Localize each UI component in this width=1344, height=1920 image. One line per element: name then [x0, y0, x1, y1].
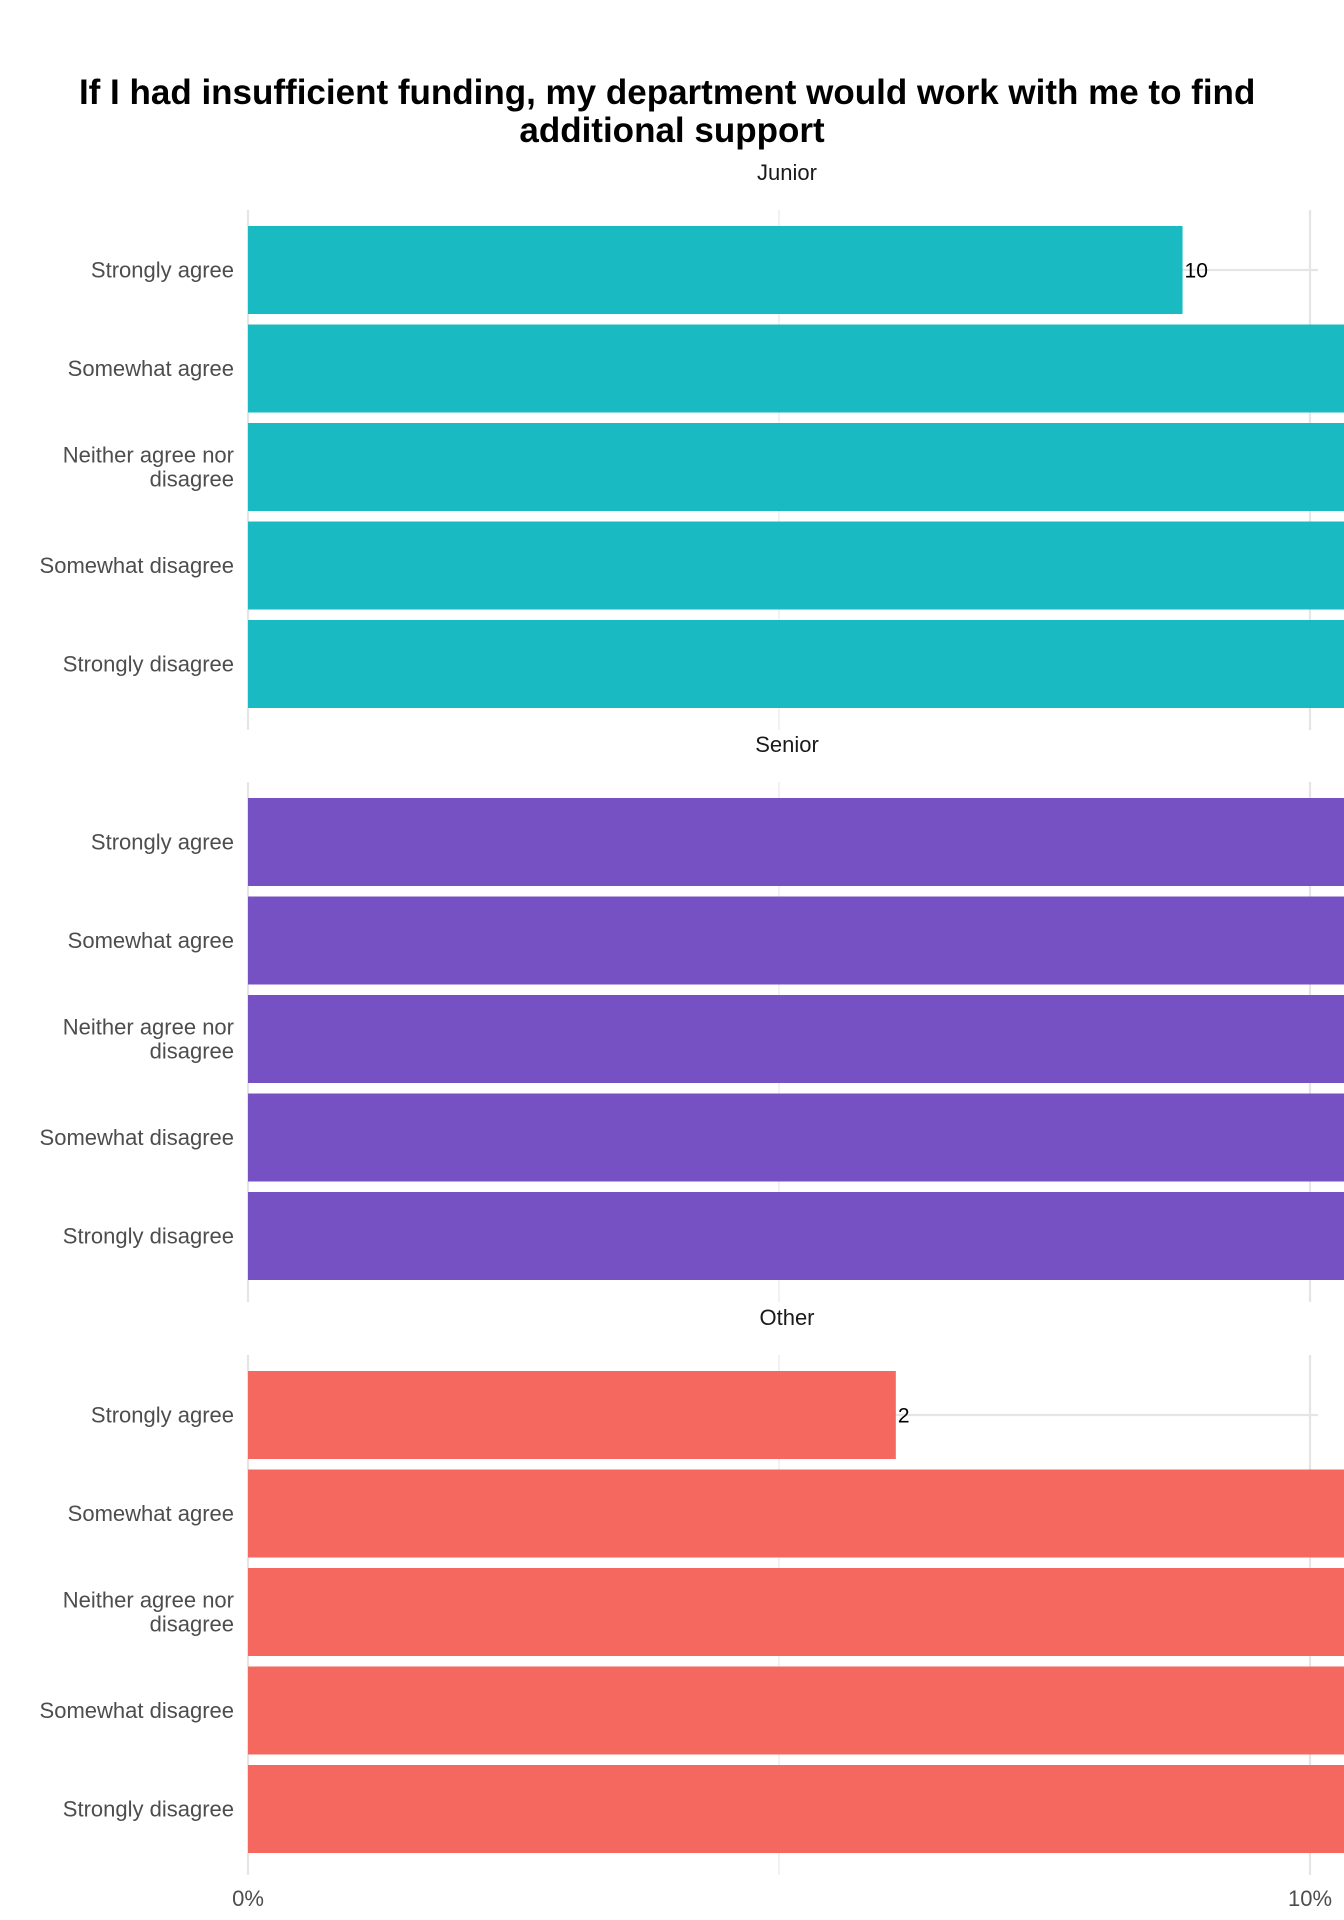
panel-label-junior: Junior — [757, 160, 817, 185]
panel-label-senior: Senior — [755, 732, 819, 757]
category-label: Strongly disagree — [63, 652, 234, 677]
bar-value-label: 2 — [898, 1405, 910, 1428]
x-axis: 0%10%20%30% — [232, 1886, 1332, 1911]
chart-title-line-1: If I had insufficient funding, my depart… — [79, 73, 1255, 112]
x-tick-label: 0% — [232, 1886, 264, 1911]
category-label: Strongly agree — [91, 830, 234, 855]
bar — [248, 995, 1344, 1083]
category-label: Somewhat disagree — [40, 553, 234, 578]
bar — [248, 521, 1344, 610]
bar — [248, 896, 1344, 985]
panel-senior: Senior10Strongly agree24Somewhat agree23… — [40, 732, 1344, 1302]
bar — [248, 1765, 1344, 1853]
bar — [248, 1371, 896, 1459]
bar — [248, 1666, 1344, 1755]
category-label: Neither agree nor disagree — [63, 443, 234, 492]
category-label: Neither agree nor disagree — [63, 1588, 234, 1637]
panel-label-other: Other — [759, 1305, 814, 1330]
category-label: Neither agree nor disagree — [63, 1015, 234, 1064]
category-label: Somewhat disagree — [40, 1698, 234, 1723]
category-label: Strongly disagree — [63, 1797, 234, 1822]
chart-title-line-2: additional support — [519, 111, 825, 150]
category-label: Somewhat agree — [68, 1501, 234, 1526]
category-label: Somewhat agree — [68, 356, 234, 381]
bar — [248, 798, 1344, 886]
x-tick-label: 10% — [1288, 1886, 1332, 1911]
category-label: Somewhat agree — [68, 928, 234, 953]
bar — [248, 620, 1344, 708]
category-label: Strongly disagree — [63, 1224, 234, 1249]
bar — [248, 1192, 1344, 1280]
chart-title: If I had insufficient funding, my depart… — [79, 73, 1265, 150]
bar — [248, 1469, 1344, 1558]
bar — [248, 324, 1344, 413]
bar — [248, 226, 1183, 314]
category-label: Strongly agree — [91, 258, 234, 283]
bar — [248, 1093, 1344, 1182]
category-label: Strongly agree — [91, 1403, 234, 1428]
bar — [248, 1568, 1344, 1656]
category-label: Somewhat disagree — [40, 1125, 234, 1150]
bar-value-label: 10 — [1185, 260, 1208, 283]
bar — [248, 423, 1344, 511]
